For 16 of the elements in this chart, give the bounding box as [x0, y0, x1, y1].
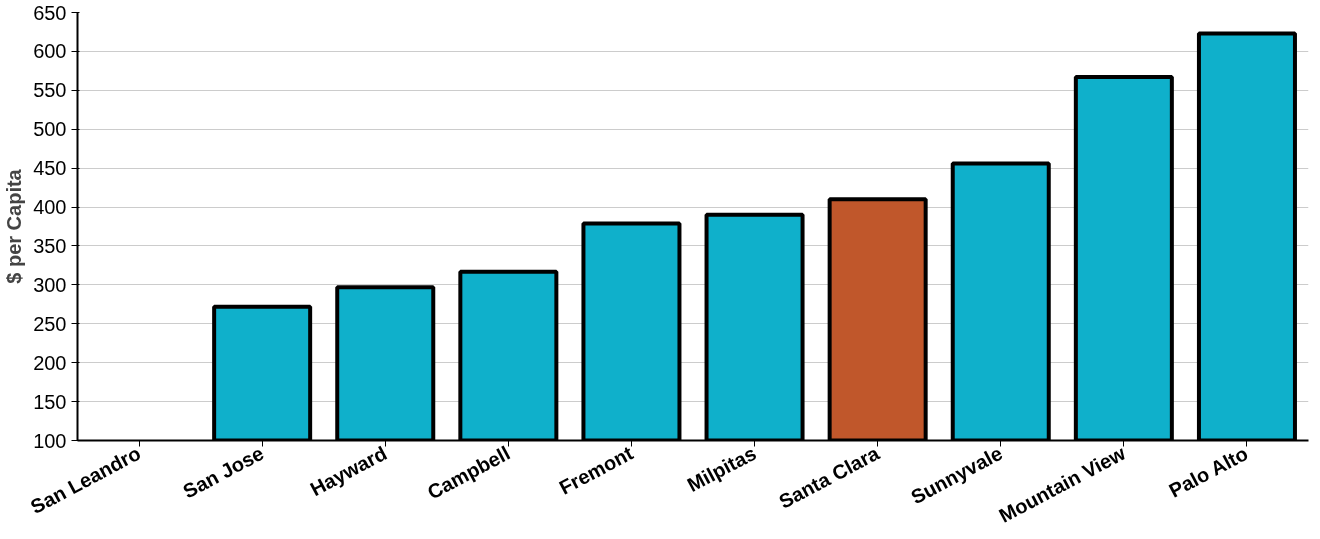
y-tick-label: 400 [33, 196, 67, 219]
y-tick-label: 500 [33, 118, 67, 141]
y-tick-label: 100 [33, 429, 67, 452]
y-tick-label: 200 [33, 351, 67, 374]
y-tick-label: 350 [33, 234, 67, 257]
y-tick-label: 550 [33, 79, 67, 102]
y-tick-label: 150 [33, 390, 67, 413]
y-axis-title: $ per Capita [3, 168, 26, 284]
y-tick-label: 450 [33, 157, 67, 180]
y-tick-label: 300 [33, 273, 67, 296]
y-tick-label: 650 [33, 1, 67, 24]
y-tick-label: 250 [33, 312, 67, 335]
x-tick-label: Palo Alto [1165, 442, 1252, 502]
x-tick-label: San Jose [179, 441, 268, 503]
x-tick-label: Santa Clara [775, 441, 884, 513]
y-tick-label: 600 [33, 40, 67, 63]
